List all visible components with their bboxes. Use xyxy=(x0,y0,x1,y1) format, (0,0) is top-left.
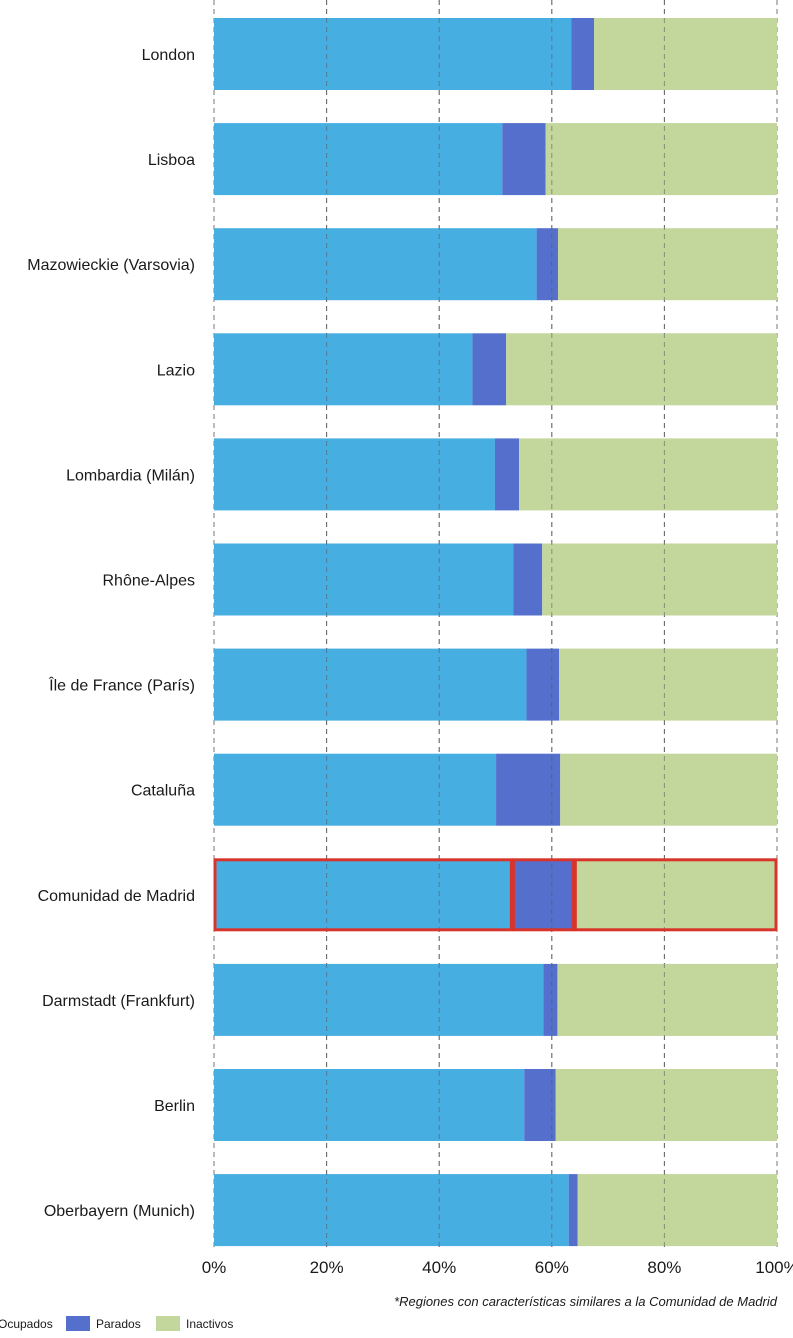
legend: Ocupados Parados Inactivos xyxy=(0,1316,233,1331)
category-label: Cataluña xyxy=(131,783,195,800)
x-tick-label: 40% xyxy=(422,1258,456,1277)
category-label: Mazowieckie (Varsovia) xyxy=(27,257,195,274)
bar-segment-ocupados xyxy=(214,648,527,721)
bar-segment-inactivos xyxy=(557,963,777,1036)
legend-swatch-parados xyxy=(66,1316,90,1331)
bar-segment-inactivos xyxy=(577,1174,777,1247)
bar-segment-ocupados xyxy=(214,333,473,406)
highlight-outline xyxy=(511,858,575,932)
bar-segment-inactivos xyxy=(574,858,777,931)
bar-segment-ocupados xyxy=(214,438,495,511)
x-tick-label: 0% xyxy=(202,1258,227,1277)
x-tick-label: 100% xyxy=(755,1258,793,1277)
x-tick-label: 60% xyxy=(535,1258,569,1277)
bar-segment-inactivos xyxy=(542,543,777,616)
legend-swatch-inactivos xyxy=(156,1316,180,1331)
bar-segment-ocupados xyxy=(214,228,537,301)
bar-segment-ocupados xyxy=(214,858,513,931)
highlight-outline xyxy=(573,858,778,932)
bar-segment-parados xyxy=(513,543,543,616)
bar-segment-parados xyxy=(568,1174,578,1247)
bar-segment-inactivos xyxy=(560,753,777,826)
category-label: Oberbayern (Munich) xyxy=(44,1203,195,1220)
bar-segment-inactivos xyxy=(555,1069,777,1141)
category-label: Darmstadt (Frankfurt) xyxy=(42,993,195,1010)
legend-label-ocupados: Ocupados xyxy=(0,1317,53,1331)
bar-segment-inactivos xyxy=(559,648,777,721)
x-tick-label: 20% xyxy=(310,1258,344,1277)
category-label: Berlin xyxy=(154,1098,195,1115)
legend-label-inactivos: Inactivos xyxy=(186,1317,233,1331)
bar-segment-inactivos xyxy=(545,123,777,196)
bar-segment-ocupados xyxy=(214,543,514,616)
bar-segment-ocupados xyxy=(214,753,497,826)
footnote: *Regiones con características similares … xyxy=(394,1294,778,1309)
bar-segment-parados xyxy=(502,123,546,196)
bars-layer xyxy=(214,18,777,1247)
legend-label-parados: Parados xyxy=(96,1317,141,1331)
category-label: Île de France (París) xyxy=(48,676,195,695)
bar-segment-parados xyxy=(512,858,575,931)
bar-segment-parados xyxy=(496,753,561,826)
bar-segment-inactivos xyxy=(519,438,777,511)
category-label: Lazio xyxy=(157,362,195,379)
bar-segment-parados xyxy=(543,963,558,1036)
bar-segment-parados xyxy=(571,18,595,90)
category-label: Comunidad de Madrid xyxy=(38,888,195,905)
highlight-layer xyxy=(213,858,778,932)
highlight-outline xyxy=(213,858,513,932)
overlay-grid-layer xyxy=(326,0,665,1247)
category-label: Rhône-Alpes xyxy=(103,573,196,590)
bar-segment-parados xyxy=(526,648,560,721)
bar-segment-parados xyxy=(536,228,558,301)
bar-segment-inactivos xyxy=(594,18,777,90)
bar-segment-inactivos xyxy=(557,228,777,301)
bar-segment-inactivos xyxy=(506,333,777,406)
bar-segment-ocupados xyxy=(214,123,503,196)
bar-segment-parados xyxy=(472,333,507,406)
bar-segment-ocupados xyxy=(214,1174,569,1247)
x-tick-label: 80% xyxy=(647,1258,681,1277)
category-label: Lisboa xyxy=(148,152,195,169)
bar-segment-ocupados xyxy=(214,18,572,90)
bar-segment-ocupados xyxy=(214,1069,525,1141)
x-axis-ticks: 0% 20% 40% 60% 80% 100% xyxy=(202,1258,793,1277)
bar-segment-parados xyxy=(494,438,520,511)
bar-segment-ocupados xyxy=(214,963,544,1036)
category-label: Lombardia (Milán) xyxy=(66,467,195,484)
category-labels: London Lisboa Mazowieckie (Varsovia) Lazio L… xyxy=(27,47,195,1220)
category-label: London xyxy=(142,47,195,64)
bar-segment-parados xyxy=(524,1069,556,1141)
